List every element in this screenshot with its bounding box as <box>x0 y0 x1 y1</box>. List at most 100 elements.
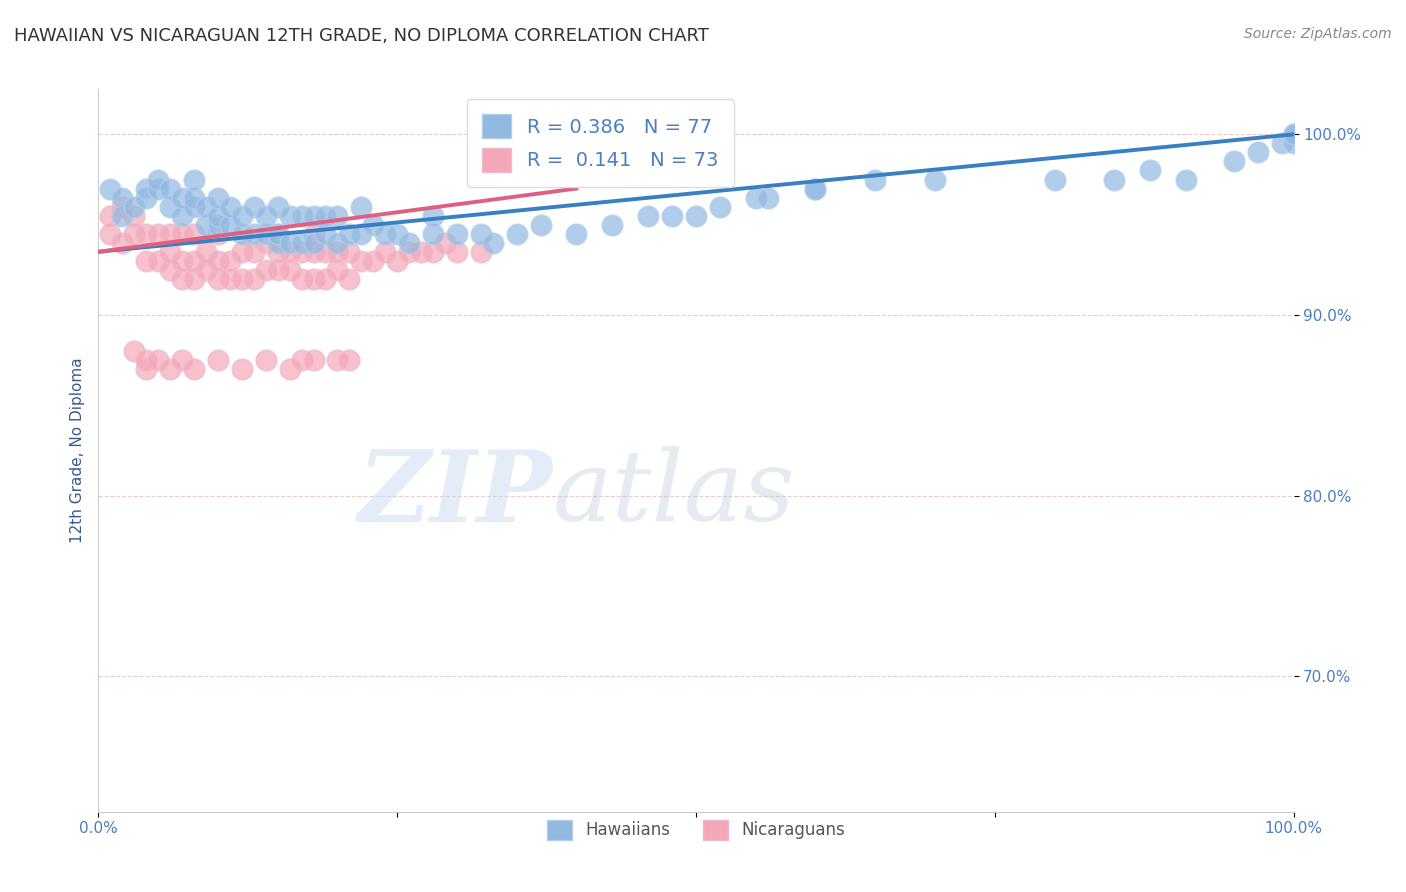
Point <box>291 272 314 286</box>
Point <box>385 227 409 241</box>
Point <box>183 253 205 268</box>
Point <box>637 209 659 223</box>
Point <box>135 353 157 368</box>
Point <box>363 218 385 232</box>
Point <box>924 172 946 186</box>
Point <box>124 344 146 359</box>
Point <box>111 200 134 214</box>
Point <box>254 262 277 277</box>
Point <box>278 235 301 250</box>
Point <box>278 244 301 259</box>
Point <box>219 200 242 214</box>
Point <box>315 272 337 286</box>
Point <box>302 244 325 259</box>
Point <box>326 262 349 277</box>
Point <box>804 181 827 195</box>
Point <box>745 190 768 204</box>
Point <box>530 218 553 232</box>
Point <box>267 262 290 277</box>
Point <box>1139 163 1161 178</box>
Point <box>207 272 229 286</box>
Point <box>172 209 194 223</box>
Point <box>243 272 266 286</box>
Point <box>339 353 361 368</box>
Point <box>278 362 301 376</box>
Point <box>302 235 325 250</box>
Point <box>172 353 194 368</box>
Point <box>207 218 229 232</box>
Point <box>148 253 170 268</box>
Point <box>231 362 253 376</box>
Point <box>124 227 146 241</box>
Point <box>159 200 181 214</box>
Point <box>172 190 194 204</box>
Point <box>219 253 242 268</box>
Text: Source: ZipAtlas.com: Source: ZipAtlas.com <box>1244 27 1392 41</box>
Point <box>339 272 361 286</box>
Point <box>207 209 229 223</box>
Y-axis label: 12th Grade, No Diploma: 12th Grade, No Diploma <box>69 358 84 543</box>
Text: HAWAIIAN VS NICARAGUAN 12TH GRADE, NO DIPLOMA CORRELATION CHART: HAWAIIAN VS NICARAGUAN 12TH GRADE, NO DI… <box>14 27 709 45</box>
Point <box>159 262 181 277</box>
Point <box>159 227 181 241</box>
Text: atlas: atlas <box>553 446 796 541</box>
Point <box>756 190 779 204</box>
Point <box>1223 154 1246 169</box>
Point <box>267 200 290 214</box>
Point <box>291 209 314 223</box>
Point <box>267 227 290 241</box>
Point <box>350 227 373 241</box>
Point <box>565 227 588 241</box>
Point <box>231 244 253 259</box>
Point <box>804 181 827 195</box>
Point <box>231 272 253 286</box>
Point <box>339 244 361 259</box>
Point <box>326 244 349 259</box>
Point <box>1043 172 1066 186</box>
Point <box>470 227 492 241</box>
Point <box>291 235 314 250</box>
Point <box>315 227 337 241</box>
Point <box>865 172 887 186</box>
Point <box>1104 172 1126 186</box>
Point <box>135 181 157 195</box>
Point <box>159 181 181 195</box>
Point <box>195 262 218 277</box>
Point <box>422 227 444 241</box>
Point <box>148 227 170 241</box>
Point <box>302 272 325 286</box>
Point <box>302 209 325 223</box>
Point <box>111 190 134 204</box>
Point <box>1282 128 1305 142</box>
Point <box>159 362 181 376</box>
Point <box>374 227 396 241</box>
Point <box>135 227 157 241</box>
Point <box>231 209 253 223</box>
Point <box>124 209 146 223</box>
Point <box>98 209 122 223</box>
Point <box>602 218 624 232</box>
Point <box>135 362 157 376</box>
Point <box>254 227 277 241</box>
Point <box>98 227 122 241</box>
Point <box>374 244 396 259</box>
Point <box>207 227 229 241</box>
Point <box>291 244 314 259</box>
Point <box>1282 136 1305 151</box>
Point <box>183 272 205 286</box>
Point <box>385 253 409 268</box>
Point <box>278 262 301 277</box>
Point <box>422 244 444 259</box>
Point <box>339 227 361 241</box>
Point <box>506 227 529 241</box>
Point <box>398 244 420 259</box>
Point <box>183 227 205 241</box>
Point <box>302 227 325 241</box>
Point <box>302 353 325 368</box>
Point <box>172 227 194 241</box>
Point <box>470 244 492 259</box>
Point <box>219 218 242 232</box>
Point <box>183 172 205 186</box>
Point <box>422 209 444 223</box>
Point <box>254 209 277 223</box>
